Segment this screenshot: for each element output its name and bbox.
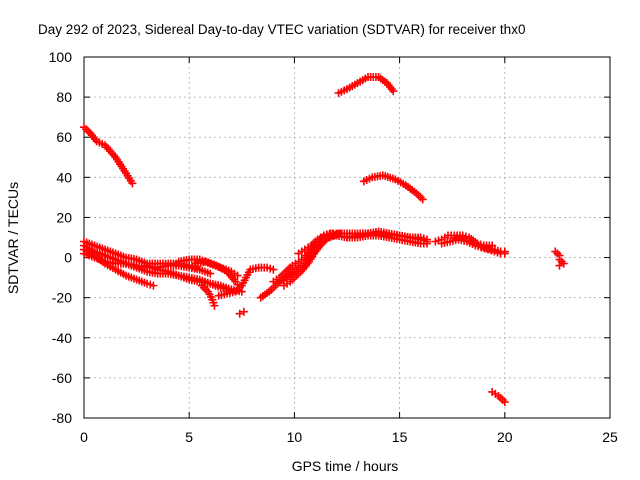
- data-point: [210, 301, 219, 310]
- plot-frame: [83, 56, 611, 419]
- y-tick-label: -80: [52, 410, 72, 426]
- data-series: [80, 73, 568, 406]
- data-point: [422, 239, 431, 248]
- data-point: [555, 261, 564, 270]
- y-tick-label: 0: [64, 250, 72, 266]
- series-c: [359, 171, 427, 204]
- series-r: [294, 229, 337, 258]
- x-tick-label: 10: [287, 429, 303, 445]
- data-point: [233, 271, 242, 280]
- series-n: [235, 307, 248, 318]
- data-point: [389, 87, 398, 96]
- x-tick-label: 5: [185, 429, 193, 445]
- data-point: [206, 269, 215, 278]
- y-tick-label: 100: [49, 49, 73, 65]
- y-axis: -80 -60 -40 -20 0 20 40 60 80 100: [49, 49, 610, 426]
- data-point: [235, 309, 244, 318]
- x-tick-label: 0: [80, 429, 88, 445]
- y-tick-label: 60: [56, 129, 72, 145]
- y-tick-label: -60: [52, 370, 72, 386]
- y-tick-label: -40: [52, 330, 72, 346]
- data-point: [500, 249, 509, 258]
- y-tick-label: 20: [56, 209, 72, 225]
- y-tick-label: -20: [52, 290, 72, 306]
- y-tick-label: 80: [56, 89, 72, 105]
- data-point: [500, 397, 509, 406]
- series-x: [477, 243, 509, 258]
- y-tick-label: 40: [56, 169, 72, 185]
- data-point: [149, 281, 158, 290]
- series-m: [214, 263, 278, 300]
- y-axis-label: SDTVAR / TECUs: [5, 182, 21, 294]
- series-y: [551, 247, 568, 270]
- series-q: [279, 231, 341, 290]
- x-tick-label: 15: [392, 429, 408, 445]
- data-point: [128, 179, 137, 188]
- series-a: [80, 123, 137, 188]
- x-tick-label: 25: [602, 429, 618, 445]
- series-i: [143, 261, 246, 296]
- series-v: [431, 231, 497, 250]
- chart-title: Day 292 of 2023, Sidereal Day-to-day VTE…: [38, 22, 525, 37]
- x-tick-label: 20: [497, 429, 513, 445]
- data-point: [269, 265, 278, 274]
- series-b: [334, 73, 398, 98]
- x-axis: 0 5 10 15 20 25: [80, 57, 618, 445]
- data-point: [559, 259, 568, 268]
- series-d: [488, 387, 509, 406]
- series-w: [437, 235, 509, 256]
- series-l: [197, 281, 219, 310]
- series-u: [343, 231, 431, 248]
- x-axis-label: GPS time / hours: [292, 458, 399, 474]
- data-point: [418, 195, 427, 204]
- data-point: [239, 307, 248, 316]
